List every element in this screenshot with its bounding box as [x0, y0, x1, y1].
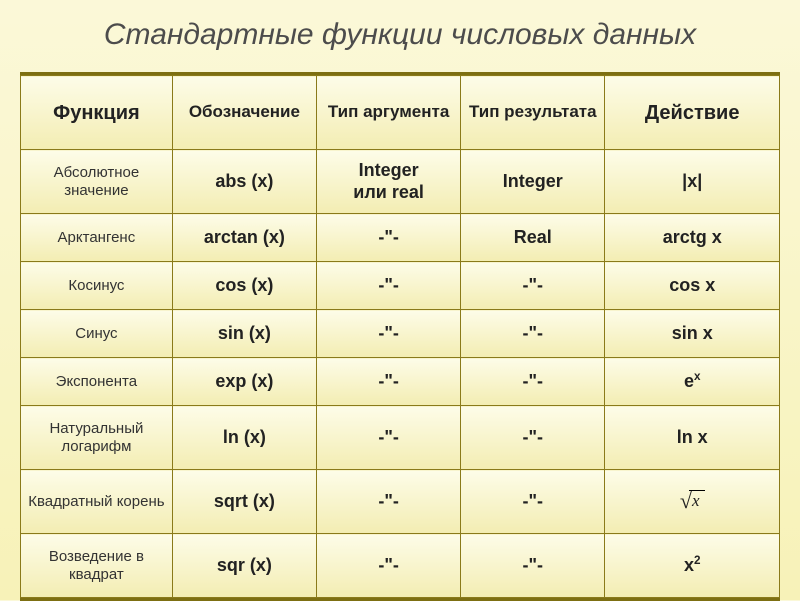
cell-result-type: Real	[461, 214, 605, 262]
col-arg-type: Тип аргумента	[317, 76, 461, 150]
cell-function: Квадратный корень	[21, 470, 173, 534]
table-header-row: Функция Обозначение Тип аргумента Тип ре…	[21, 76, 780, 150]
cell-function: Возведение в квадрат	[21, 534, 173, 598]
cell-notation: cos (x)	[172, 262, 316, 310]
page-title: Стандартные функции числовых данных	[20, 18, 780, 52]
cell-result-type: -"-	[461, 534, 605, 598]
cell-arg-type: -"-	[317, 310, 461, 358]
functions-table: Функция Обозначение Тип аргумента Тип ре…	[20, 75, 780, 598]
table-row: Косинусcos (x)-"--"-cos x	[21, 262, 780, 310]
table-head: Функция Обозначение Тип аргумента Тип ре…	[21, 76, 780, 150]
col-action: Действие	[605, 76, 780, 150]
cell-action: ln x	[605, 406, 780, 470]
table-body: Абсолютное значениеabs (x)Integerили rea…	[21, 150, 780, 598]
table-row: Синусsin (x)-"--"-sin x	[21, 310, 780, 358]
cell-result-type: Integer	[461, 150, 605, 214]
cell-result-type: -"-	[461, 262, 605, 310]
slide: Стандартные функции числовых данных Функ…	[0, 0, 800, 600]
cell-function: Косинус	[21, 262, 173, 310]
table-row: Натуральный логарифмln (x)-"--"-ln x	[21, 406, 780, 470]
cell-arg-type: -"-	[317, 470, 461, 534]
cell-function: Абсолютное значение	[21, 150, 173, 214]
sqrt-icon: √x	[680, 488, 705, 514]
cell-notation: arctan (x)	[172, 214, 316, 262]
cell-action: |x|	[605, 150, 780, 214]
cell-result-type: -"-	[461, 310, 605, 358]
table-row: Арктангенсarctan (x)-"-Realarctg x	[21, 214, 780, 262]
table-row: Абсолютное значениеabs (x)Integerили rea…	[21, 150, 780, 214]
cell-function: Арктангенс	[21, 214, 173, 262]
cell-arg-type: -"-	[317, 534, 461, 598]
cell-action: cos x	[605, 262, 780, 310]
cell-notation: sqrt (x)	[172, 470, 316, 534]
cell-result-type: -"-	[461, 470, 605, 534]
table-row: Возведение в квадратsqr (x)-"--"-x2	[21, 534, 780, 598]
cell-function: Синус	[21, 310, 173, 358]
cell-notation: exp (x)	[172, 358, 316, 406]
cell-notation: sin (x)	[172, 310, 316, 358]
cell-notation: ln (x)	[172, 406, 316, 470]
col-function: Функция	[21, 76, 173, 150]
cell-arg-type: -"-	[317, 406, 461, 470]
cell-action: ex	[605, 358, 780, 406]
cell-notation: sqr (x)	[172, 534, 316, 598]
cell-function: Экспонента	[21, 358, 173, 406]
cell-arg-type: Integerили real	[317, 150, 461, 214]
cell-action: √x	[605, 470, 780, 534]
cell-action: sin x	[605, 310, 780, 358]
cell-arg-type: -"-	[317, 262, 461, 310]
cell-result-type: -"-	[461, 358, 605, 406]
col-result-type: Тип результата	[461, 76, 605, 150]
col-notation: Обозначение	[172, 76, 316, 150]
cell-function: Натуральный логарифм	[21, 406, 173, 470]
table-row: Квадратный кореньsqrt (x)-"--"-√x	[21, 470, 780, 534]
cell-notation: abs (x)	[172, 150, 316, 214]
cell-arg-type: -"-	[317, 358, 461, 406]
cell-action: arctg x	[605, 214, 780, 262]
cell-action: x2	[605, 534, 780, 598]
table-wrap: Функция Обозначение Тип аргумента Тип ре…	[20, 72, 780, 601]
cell-result-type: -"-	[461, 406, 605, 470]
cell-arg-type: -"-	[317, 214, 461, 262]
table-row: Экспонентаexp (x)-"--"-ex	[21, 358, 780, 406]
